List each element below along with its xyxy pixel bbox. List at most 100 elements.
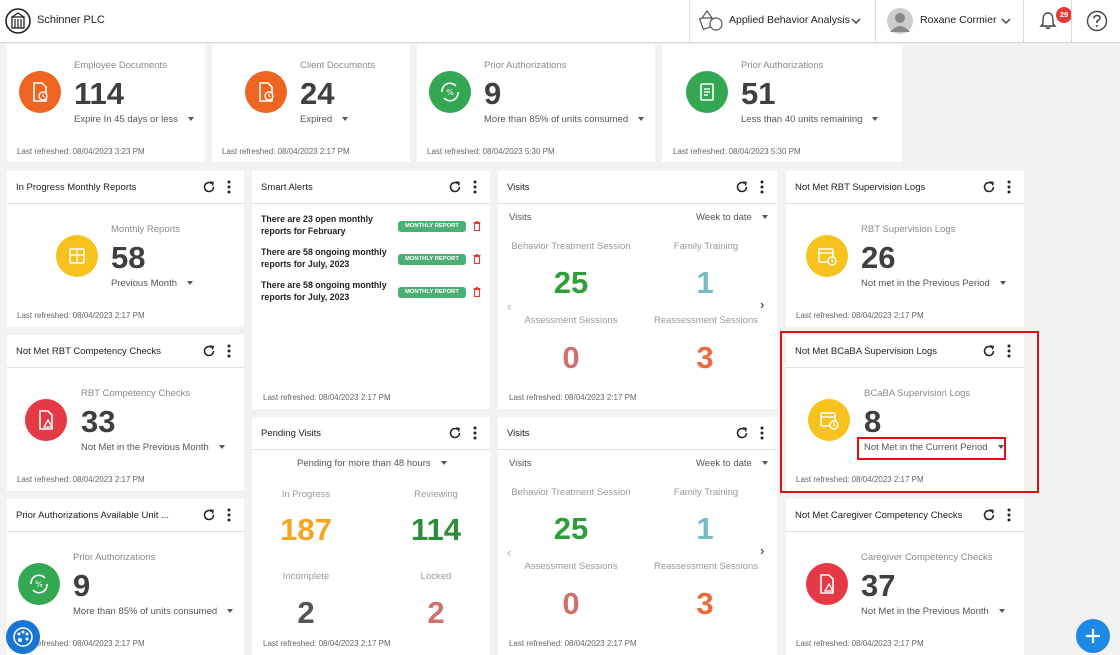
- card-title: Prior Authorizations Available Unit ...: [16, 510, 169, 521]
- refresh-icon[interactable]: [982, 180, 996, 194]
- user-menu[interactable]: Roxane Cormier: [875, 0, 1023, 42]
- refresh-icon[interactable]: [202, 344, 216, 358]
- in-progress-label: In Progress: [281, 489, 331, 500]
- plus-icon: [1086, 629, 1100, 643]
- last-refreshed: Last refreshed: 08/04/2023 2:17 PM: [17, 311, 145, 320]
- next-arrow-icon[interactable]: ›: [760, 297, 765, 312]
- incomplete-label: Incomplete: [282, 571, 330, 582]
- more-options-icon[interactable]: [1006, 179, 1012, 195]
- card-subtitle: Prior Authorizations: [73, 552, 156, 563]
- refresh-icon[interactable]: [982, 508, 996, 522]
- filter-dropdown[interactable]: Not Met in the Previous Month: [81, 442, 225, 453]
- refresh-icon[interactable]: [735, 426, 749, 440]
- ras-label: Reassessment Sessions: [653, 561, 759, 572]
- more-options-icon[interactable]: [1006, 507, 1012, 523]
- trash-icon[interactable]: [473, 221, 481, 231]
- card-title: Not Met RBT Competency Checks: [16, 346, 162, 357]
- refresh-icon[interactable]: [448, 180, 462, 194]
- last-refreshed: Last refreshed: 08/04/2023 2:17 PM: [263, 639, 391, 648]
- card-subtitle: Prior Authorizations: [484, 60, 567, 71]
- more-options-icon[interactable]: [759, 425, 765, 441]
- divider: [252, 203, 490, 204]
- filter-dropdown[interactable]: More than 85% of units consumed: [73, 606, 234, 617]
- refresh-icon[interactable]: [202, 180, 216, 194]
- refresh-icon[interactable]: [448, 426, 462, 440]
- visits-card: Visits Visits Week to date Behavior Trea…: [498, 171, 777, 409]
- more-options-icon[interactable]: [1006, 343, 1012, 359]
- last-refreshed: Last refreshed: 08/04/2023 2:17 PM: [509, 393, 637, 402]
- card-title: Not Met BCaBA Supervision Logs: [795, 346, 938, 357]
- highlight-box-filter: [857, 437, 1006, 460]
- filter-dropdown[interactable]: Expired: [300, 114, 349, 125]
- alert-text: There are 58 ongoing monthly reports for…: [261, 280, 387, 302]
- employee-documents-card: Employee Documents 114 Expire In 45 days…: [7, 44, 205, 162]
- card-value: 26: [861, 240, 896, 275]
- filter-dropdown[interactable]: More than 85% of units consumed: [484, 114, 645, 125]
- ras-count[interactable]: 3: [696, 586, 714, 621]
- next-arrow-icon[interactable]: ›: [760, 543, 765, 558]
- filter-label: Not Met in the Current Period: [864, 442, 988, 453]
- company-logo-icon[interactable]: [5, 8, 31, 34]
- locked-count[interactable]: 2: [427, 595, 445, 630]
- filter-dropdown[interactable]: Expire In 45 days or less: [74, 114, 195, 125]
- client-documents-card: Client Documents 24 Expired Last refresh…: [212, 44, 410, 162]
- period-dropdown[interactable]: Week to date: [696, 458, 768, 469]
- card-value: 114: [74, 76, 125, 111]
- caret-down-icon: [998, 609, 1005, 614]
- filter-label: Expired: [300, 114, 333, 125]
- filter-label: Not Met in the Previous Month: [861, 606, 989, 617]
- more-options-icon[interactable]: [226, 343, 232, 359]
- filter-dropdown[interactable]: Not Met in the Previous Month: [861, 606, 1005, 617]
- period-dropdown[interactable]: Week to date: [696, 212, 768, 223]
- reviewing-count[interactable]: 114: [410, 512, 461, 547]
- locked-label: Locked: [420, 571, 452, 582]
- card-title: Smart Alerts: [261, 182, 313, 193]
- prev-arrow-icon[interactable]: ‹: [507, 545, 512, 560]
- help-icon: [1086, 10, 1108, 32]
- last-refreshed: Last refreshed: 08/04/2023 2:17 PM: [796, 311, 924, 320]
- filter-dropdown[interactable]: Not met in the Previous Period: [861, 278, 1006, 289]
- as-label: Assessment Sessions: [524, 315, 618, 326]
- add-button[interactable]: [1076, 619, 1110, 653]
- module-name: Applied Behavior Analysis: [729, 14, 850, 26]
- bts-label: Behavior Treatment Session: [511, 487, 631, 498]
- pending-filter-dropdown[interactable]: Pending for more than 48 hours: [297, 458, 447, 469]
- filter-dropdown[interactable]: Previous Month: [111, 278, 194, 289]
- as-count[interactable]: 0: [562, 340, 580, 375]
- more-options-icon[interactable]: [226, 179, 232, 195]
- card-title: In Progress Monthly Reports: [16, 182, 137, 193]
- ft-count[interactable]: 1: [696, 265, 714, 300]
- refresh-icon[interactable]: [982, 344, 996, 358]
- aba-blocks-icon: [698, 9, 723, 31]
- incomplete-count[interactable]: 2: [297, 595, 315, 630]
- help-button[interactable]: [1071, 0, 1120, 42]
- prev-arrow-icon[interactable]: ‹: [507, 299, 512, 314]
- filter-dropdown[interactable]: Less than 40 units remaining: [741, 114, 879, 125]
- clipboard-icon: [686, 71, 728, 113]
- more-options-icon[interactable]: [759, 179, 765, 195]
- divider: [7, 203, 244, 204]
- trash-icon[interactable]: [473, 254, 481, 264]
- last-refreshed: Last refreshed: 08/04/2023 3:23 PM: [17, 147, 145, 156]
- palette-button[interactable]: [6, 620, 40, 654]
- more-options-icon[interactable]: [472, 425, 478, 441]
- refresh-icon[interactable]: [735, 180, 749, 194]
- bts-count[interactable]: 25: [553, 265, 589, 300]
- ft-count[interactable]: 1: [696, 511, 714, 546]
- refresh-icon[interactable]: [202, 508, 216, 522]
- trash-icon[interactable]: [473, 287, 481, 297]
- notifications-button[interactable]: 29: [1023, 0, 1072, 42]
- filter-dropdown[interactable]: Not Met in the Current Period: [864, 442, 1004, 453]
- divider: [498, 203, 777, 204]
- ras-count[interactable]: 3: [696, 340, 714, 375]
- as-count[interactable]: 0: [562, 586, 580, 621]
- more-options-icon[interactable]: [472, 179, 478, 195]
- as-label: Assessment Sessions: [524, 561, 618, 572]
- more-options-icon[interactable]: [226, 507, 232, 523]
- in-progress-count[interactable]: 187: [280, 512, 332, 547]
- bts-count[interactable]: 25: [553, 511, 589, 546]
- card-title: Visits: [507, 428, 530, 439]
- filter-label: More than 85% of units consumed: [484, 114, 629, 125]
- module-selector[interactable]: Applied Behavior Analysis: [689, 0, 874, 42]
- filter-label: Previous Month: [111, 278, 178, 289]
